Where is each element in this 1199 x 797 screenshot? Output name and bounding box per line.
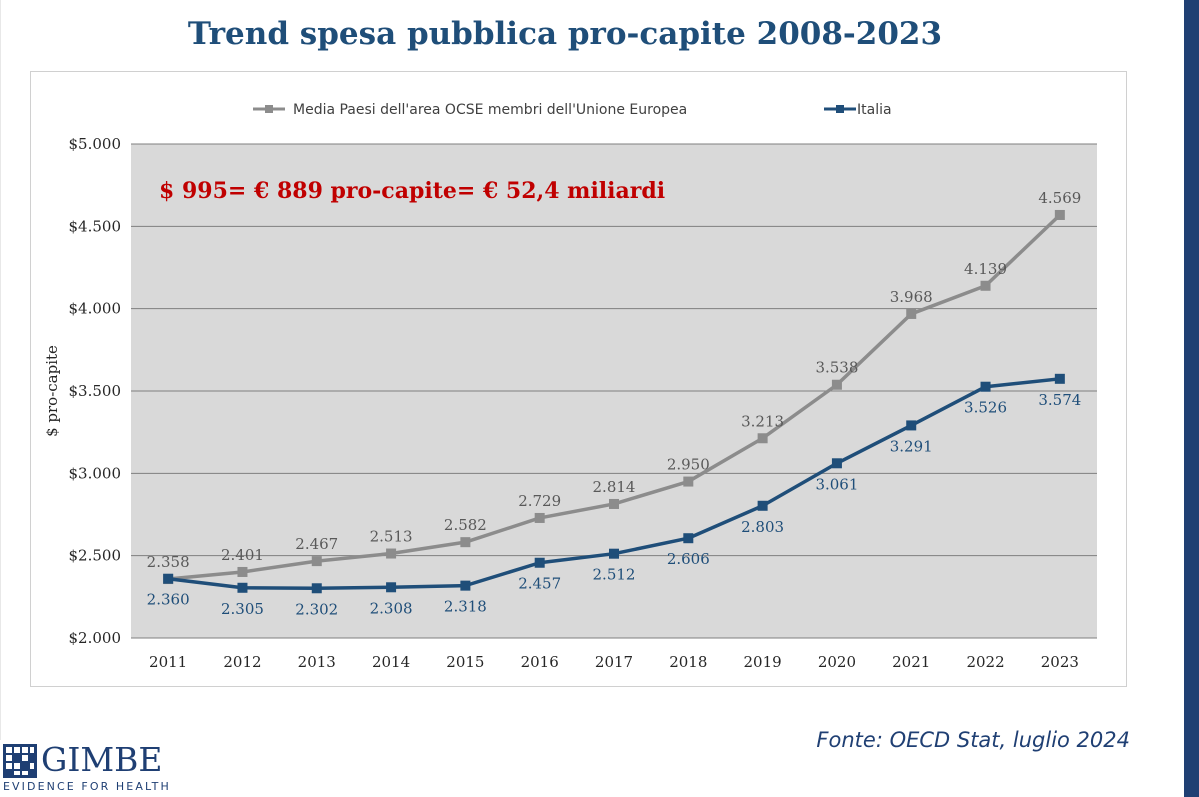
- data-point-marker: [906, 420, 917, 431]
- left-border: [0, 0, 1, 740]
- data-label: 2.950: [667, 456, 710, 474]
- data-point-marker: [609, 548, 619, 559]
- data-point-marker: [757, 433, 768, 444]
- data-label: 3.574: [1038, 391, 1081, 409]
- data-point-marker: [980, 280, 991, 291]
- logo-tagline: EVIDENCE FOR HEALTH: [3, 780, 171, 793]
- data-label: 2.308: [370, 599, 413, 617]
- data-point-marker: [534, 512, 545, 523]
- data-label: 2.401: [221, 546, 264, 564]
- data-point-marker: [906, 308, 917, 319]
- data-point-marker: [311, 583, 322, 594]
- data-label: 3.526: [964, 399, 1007, 417]
- data-point-marker: [237, 582, 248, 593]
- legend-swatch-marker: [836, 105, 844, 113]
- x-tick-label: 2018: [669, 653, 707, 671]
- legend-label: Media Paesi dell'area OCSE membri dell'U…: [293, 102, 687, 118]
- data-label: 3.291: [890, 437, 933, 455]
- data-label: 4.139: [964, 260, 1007, 278]
- data-point-marker: [460, 537, 471, 548]
- data-point-marker: [683, 476, 694, 487]
- y-tick-label: $3.500: [69, 382, 122, 400]
- y-tick-label: $2.000: [69, 629, 122, 647]
- x-tick-label: 2022: [966, 653, 1004, 671]
- y-tick-label: $4.000: [69, 300, 122, 318]
- data-label: 2.467: [295, 535, 338, 553]
- data-label: 2.512: [593, 566, 636, 584]
- data-label: 3.061: [815, 475, 858, 493]
- x-tick-label: 2017: [595, 653, 633, 671]
- x-tick-label: 2014: [372, 653, 410, 671]
- logo-grid-icon: [3, 744, 37, 778]
- x-tick-label: 2021: [892, 653, 930, 671]
- annotation-text: $ 995= € 889 pro-capite= € 52,4 miliardi: [159, 178, 665, 204]
- x-tick-label: 2011: [149, 653, 187, 671]
- data-label: 3.213: [741, 412, 784, 430]
- y-tick-label: $2.500: [69, 547, 122, 565]
- x-tick-label: 2016: [521, 653, 559, 671]
- x-tick-label: 2020: [818, 653, 856, 671]
- data-point-marker: [757, 500, 768, 511]
- data-label: 2.305: [221, 600, 264, 618]
- data-label: 2.318: [444, 598, 487, 616]
- page-title: Trend spesa pubblica pro-capite 2008-202…: [187, 16, 943, 52]
- data-label: 3.968: [890, 288, 933, 306]
- source-caption: Fonte: OECD Stat, luglio 2024: [816, 728, 1130, 752]
- data-label: 2.360: [147, 591, 190, 609]
- data-point-marker: [163, 573, 174, 584]
- y-tick-label: $4.500: [69, 217, 122, 235]
- x-tick-label: 2019: [744, 653, 782, 671]
- data-point-marker: [386, 548, 397, 559]
- chart-frame: $2.000 $2.500 $3.000 $3.500 $4.000 $4.500 $5.0…: [30, 71, 1127, 687]
- data-label: 4.569: [1038, 189, 1081, 207]
- y-axis-label: $ pro-capite: [43, 345, 61, 437]
- right-accent-bar: [1184, 0, 1199, 797]
- data-label: 2.803: [741, 518, 784, 536]
- data-label: 2.729: [518, 492, 561, 510]
- y-tick-label: $3.000: [69, 464, 122, 482]
- data-point-marker: [1054, 373, 1065, 384]
- data-point-marker: [386, 582, 397, 593]
- data-point-marker: [609, 498, 619, 509]
- data-point-marker: [534, 557, 545, 568]
- data-label: 2.582: [444, 516, 487, 534]
- data-point-marker: [311, 556, 322, 567]
- x-tick-label: 2013: [298, 653, 336, 671]
- data-label: 2.302: [295, 600, 338, 618]
- data-point-marker: [980, 381, 991, 392]
- x-tick-label: 2015: [446, 653, 484, 671]
- data-point-marker: [831, 379, 842, 390]
- data-label: 2.358: [147, 553, 190, 571]
- data-label: 3.538: [815, 359, 858, 377]
- data-label: 2.606: [667, 550, 710, 568]
- legend-label: Italia: [857, 102, 892, 118]
- data-point-marker: [460, 580, 471, 591]
- data-label: 2.457: [518, 575, 561, 593]
- data-point-marker: [237, 566, 248, 577]
- x-tick-label: 2012: [223, 653, 261, 671]
- data-label: 2.513: [370, 528, 413, 546]
- data-point-marker: [831, 458, 842, 469]
- x-tick-label: 2023: [1041, 653, 1079, 671]
- data-point-marker: [1054, 209, 1065, 220]
- chart-svg: $2.000 $2.500 $3.000 $3.500 $4.000 $4.500 $5.0…: [43, 102, 1097, 671]
- data-point-marker: [683, 533, 694, 544]
- y-tick-label: $5.000: [69, 135, 122, 153]
- logo-wordmark: GIMBE: [41, 740, 163, 779]
- data-label: 2.814: [593, 478, 636, 496]
- legend-swatch-marker: [265, 105, 273, 113]
